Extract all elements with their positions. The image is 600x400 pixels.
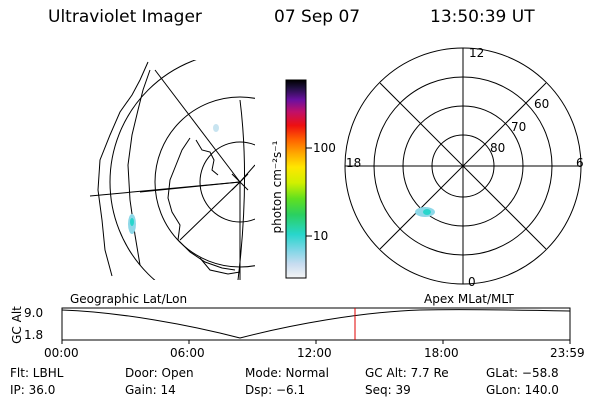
seq-status: Seq: 39	[365, 383, 411, 397]
geographic-label: Geographic Lat/Lon	[70, 292, 188, 306]
time-label: 13:50:39 UT	[430, 7, 535, 27]
instrument-title: Ultraviolet Imager	[48, 7, 202, 27]
mlt-label-dusk: 18	[346, 156, 362, 170]
mlt-label-midnight: 0	[468, 275, 476, 289]
aurora-emission	[213, 124, 219, 132]
coastline	[97, 61, 149, 277]
coastline	[167, 137, 236, 271]
altitude-xtick: 12:00	[297, 346, 332, 360]
coastline	[199, 257, 241, 275]
colorbar-tick-label: 10	[313, 229, 329, 243]
lat-label-70: 70	[511, 120, 527, 134]
colorbar-tick-label: 100	[313, 141, 336, 155]
coastline	[127, 69, 151, 266]
polar-plot	[344, 47, 582, 285]
altitude-xtick: 00:00	[44, 346, 79, 360]
coastline	[195, 139, 219, 176]
aurora-emission	[423, 209, 431, 215]
gc-altitude-status: GC Alt: 7.7 Re	[365, 366, 449, 380]
altitude-ylabel: GC Alt	[10, 306, 24, 344]
earth-limb	[237, 99, 246, 280]
mlt-label-dawn: 6	[576, 156, 584, 170]
dsp-status: Dsp: −6.1	[245, 383, 306, 397]
ip-status: IP: 36.0	[10, 383, 56, 397]
meridian-line	[179, 181, 241, 241]
altitude-plot-frame	[61, 307, 571, 341]
apex-label: Apex MLat/MLT	[424, 292, 514, 306]
mlt-label-noon: 12	[469, 46, 485, 60]
geographic-map	[89, 60, 255, 280]
glon-status: GLon: 140.0	[486, 383, 559, 397]
mlt-diagonal	[379, 82, 547, 250]
orbit-altitude-curve	[61, 309, 571, 339]
gain-status: Gain: 14	[125, 383, 176, 397]
altitude-plot	[61, 307, 571, 344]
lat-label-60: 60	[534, 97, 550, 111]
door-status: Door: Open	[125, 366, 194, 380]
altitude-xtick: 06:00	[170, 346, 205, 360]
color-bar	[285, 79, 312, 279]
colorbar-label: photon cm⁻²s⁻¹	[270, 140, 284, 234]
latitude-circle	[109, 60, 197, 280]
pole-cross	[231, 173, 249, 191]
mode-status: Mode: Normal	[245, 366, 329, 380]
lat-label-80: 80	[490, 141, 506, 155]
glat-status: GLat: −58.8	[486, 366, 559, 380]
altitude-xtick: 23:59	[550, 346, 585, 360]
altitude-ytick: 1.8	[24, 328, 44, 342]
altitude-ytick: 9.0	[24, 306, 44, 320]
color-scale	[285, 79, 307, 279]
aurora-emission	[130, 218, 134, 226]
meridian-line	[154, 69, 241, 183]
filter-status: Flt: LBHL	[10, 366, 64, 380]
altitude-xtick: 18:00	[424, 346, 459, 360]
date-label: 07 Sep 07	[274, 7, 361, 27]
meridian-line	[89, 181, 241, 197]
